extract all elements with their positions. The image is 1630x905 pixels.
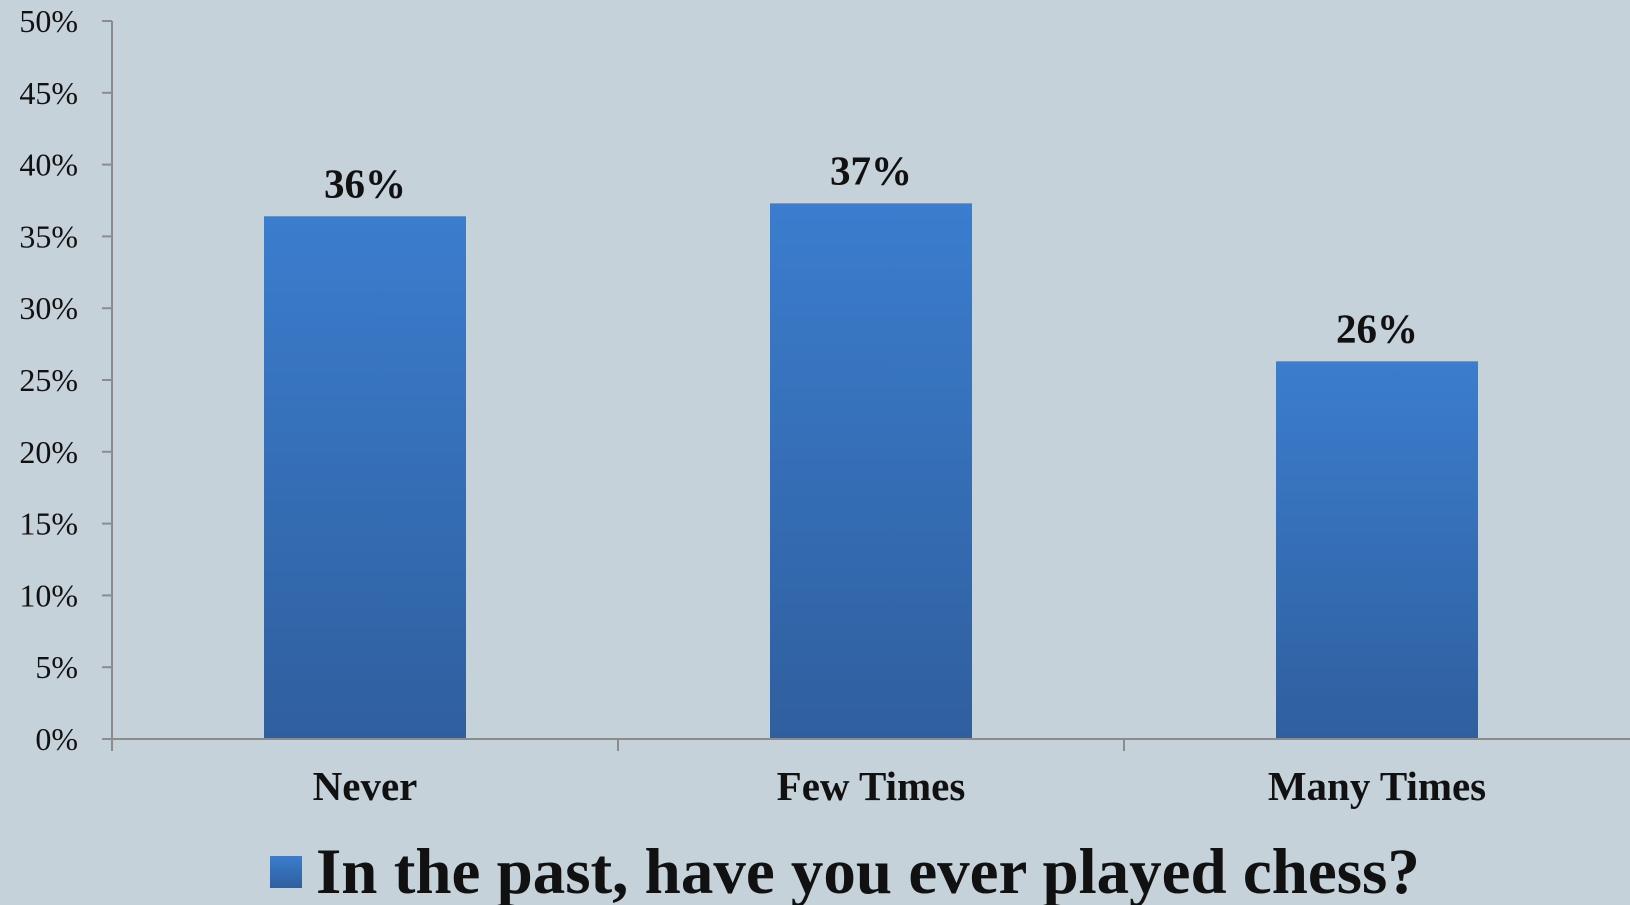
y-axis-ticks: 0% 5% 10% 15% 20% 25% 30% 35% 40% 45% 50% [19,3,112,757]
data-label: 36% [324,160,406,206]
category-label: Never [313,763,418,809]
category-label: Few Times [777,763,966,809]
axes [102,21,1630,751]
data-labels: 36% 37% 26% [324,147,1418,351]
category-label: Many Times [1268,763,1486,809]
data-label: 37% [830,147,912,193]
y-tick-label: 15% [19,506,78,542]
data-label: 26% [1336,305,1418,351]
legend: In the past, have you ever played chess? [270,836,1420,905]
y-tick-label: 40% [19,147,78,183]
bar-few-times [770,203,972,739]
y-tick-label: 35% [19,218,78,254]
y-tick-label: 45% [19,75,78,111]
y-tick-label: 20% [19,434,78,470]
y-tick-label: 30% [19,290,78,326]
y-tick-label: 10% [19,577,78,613]
y-tick-label: 0% [35,721,78,757]
bars [264,203,1478,739]
category-labels: Never Few Times Many Times [313,763,1487,809]
y-tick-label: 5% [35,649,78,685]
legend-swatch [270,856,302,888]
legend-label: In the past, have you ever played chess? [316,836,1420,905]
bar-never [264,216,466,739]
bar-many-times [1276,361,1478,739]
y-tick-label: 50% [19,3,78,39]
y-tick-label: 25% [19,362,78,398]
